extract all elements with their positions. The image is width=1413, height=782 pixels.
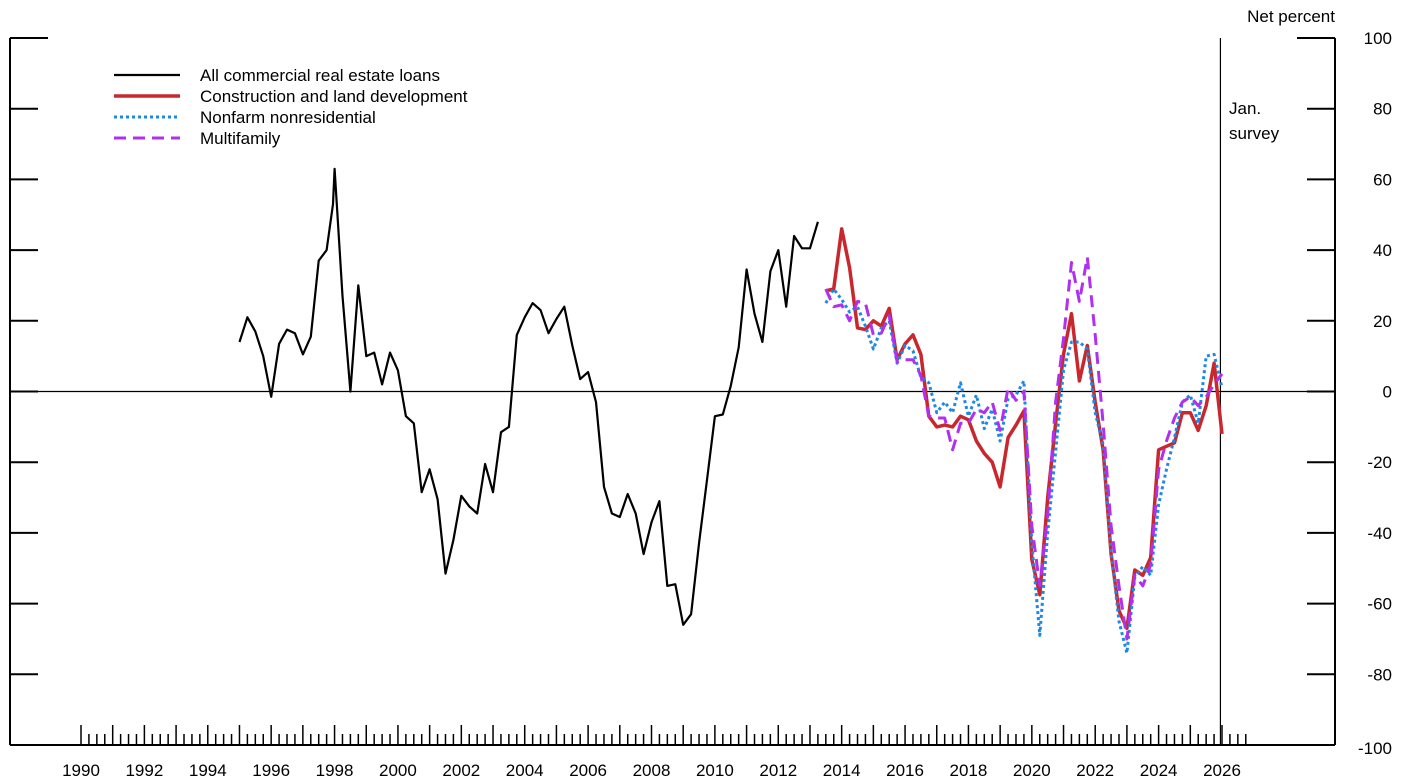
x-tick-label: 1996 <box>252 761 290 780</box>
x-tick-label: 2006 <box>569 761 607 780</box>
series-line-3 <box>824 287 1224 655</box>
legend-label: Construction and land development <box>200 87 468 106</box>
y-tick-label: 100 <box>1364 29 1392 48</box>
y-tick-label: 40 <box>1373 241 1392 260</box>
y-tick-label: -20 <box>1367 453 1392 472</box>
y-tick-label: -60 <box>1367 595 1392 614</box>
x-tick-label: 2026 <box>1203 761 1241 780</box>
x-tick-label: 2008 <box>633 761 671 780</box>
jan-survey-annotation: Jan. survey <box>1229 99 1280 143</box>
y-tick-label: 80 <box>1373 100 1392 119</box>
x-tick-label: 2012 <box>759 761 797 780</box>
x-tick-label: 2000 <box>379 761 417 780</box>
y-tick-label: -100 <box>1358 739 1392 758</box>
legend-label: Nonfarm nonresidential <box>200 108 376 127</box>
x-tick-label: 2004 <box>506 761 544 780</box>
x-tick-label: 2016 <box>886 761 924 780</box>
x-tick-label: 2010 <box>696 761 734 780</box>
series-line-1 <box>238 167 819 626</box>
x-tick-label: 1992 <box>125 761 163 780</box>
y-tick-label: 0 <box>1383 383 1392 402</box>
y-tick-label: 60 <box>1373 170 1392 189</box>
x-tick-label: 1990 <box>62 761 100 780</box>
y-tick-label: 20 <box>1373 312 1392 331</box>
series-line-4 <box>824 255 1224 641</box>
series-line-2 <box>825 227 1224 631</box>
y-tick-label: -40 <box>1367 524 1392 543</box>
x-tick-label: 2020 <box>1013 761 1051 780</box>
legend-label: All commercial real estate loans <box>200 66 440 85</box>
x-tick-label: 1998 <box>316 761 354 780</box>
x-tick-label: 2024 <box>1140 761 1178 780</box>
y-axis-label: Net percent <box>1247 7 1335 26</box>
x-tick-label: 2014 <box>823 761 861 780</box>
x-tick-label: 2002 <box>442 761 480 780</box>
legend-label: Multifamily <box>200 129 281 148</box>
x-axis: 1990 1992 1994 1996 1998 2000 2002 2004 2006 2008… <box>62 725 1247 780</box>
y-axis: 100 80 60 40 20 0 -20 -40 -60 -80 -100 <box>10 29 1392 758</box>
x-tick-label: 2018 <box>950 761 988 780</box>
legend: All commercial real estate loans Construc… <box>114 66 468 148</box>
x-tick-label: 2022 <box>1076 761 1114 780</box>
series-layer <box>238 167 1224 655</box>
y-tick-label: -80 <box>1367 665 1392 684</box>
x-tick-label: 1994 <box>189 761 227 780</box>
